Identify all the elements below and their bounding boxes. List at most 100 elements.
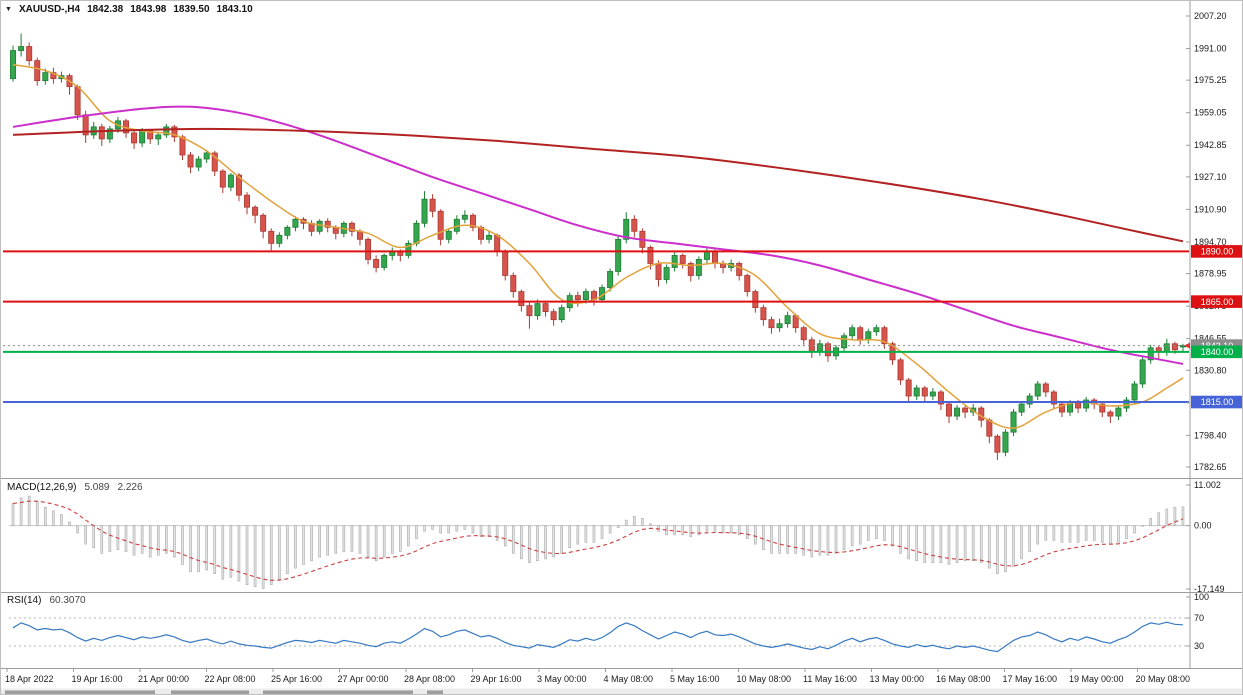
- candle-body: [542, 303, 549, 313]
- symbol-timeframe-label: XAUUSD-,H4: [18, 4, 81, 15]
- candle-body: [373, 259, 380, 268]
- candle-body: [526, 305, 533, 317]
- candle-body: [744, 275, 751, 292]
- macd-histogram-bar: [399, 525, 402, 552]
- cutoff-tab[interactable]: [263, 690, 413, 695]
- macd-histogram-bar: [100, 525, 104, 554]
- candle-body: [356, 230, 363, 240]
- macd-histogram-bar: [423, 525, 426, 532]
- candle-body: [1131, 383, 1138, 401]
- moving-averages: [12, 63, 1184, 429]
- macd-histogram-bar: [988, 525, 991, 569]
- candle-body: [857, 327, 864, 341]
- rsi-axis-label: 30: [1194, 641, 1204, 651]
- candle-body: [615, 238, 622, 272]
- macd-histogram-bar: [374, 525, 378, 562]
- candle-body: [1058, 403, 1065, 413]
- macd-histogram-bar: [536, 525, 539, 562]
- candle-body: [760, 307, 767, 321]
- macd-histogram-bar: [455, 525, 459, 532]
- macd-histogram-bar: [931, 525, 935, 563]
- macd-histogram-bar: [818, 525, 822, 556]
- macd-histogram-bar: [269, 525, 273, 586]
- macd-histogram-bar: [1133, 525, 1136, 534]
- price-axis[interactable]: 2007.20 1991.00 1975.25 1959.05 1942.85 1927.…: [1186, 11, 1227, 651]
- macd-histogram-bar: [1157, 512, 1161, 526]
- candle-body: [1010, 411, 1017, 433]
- time-axis[interactable]: 18 Apr 2022 19 Apr 16:00 21 Apr 00:00 22 Ap…: [5, 668, 1190, 685]
- level-badge-1890.00[interactable]: [1191, 245, 1243, 258]
- candle-body: [962, 407, 969, 413]
- macd-histogram-bar: [633, 516, 636, 526]
- level-badge-1840.00[interactable]: [1191, 345, 1243, 359]
- macd-histogram-bar: [842, 525, 846, 550]
- macd-histogram-bar: [560, 525, 563, 554]
- price-axis-label: 1910.90: [1194, 204, 1227, 214]
- macd-histogram-bar: [487, 525, 491, 538]
- macd-histogram-bar: [955, 525, 959, 563]
- macd-histogram-bar: [745, 525, 749, 539]
- candle-body: [1123, 399, 1130, 409]
- macd-histogram-bar: [883, 525, 886, 541]
- candle-body: [582, 291, 589, 300]
- macd-histogram-bar: [221, 525, 225, 580]
- cutoff-tab[interactable]: [5, 690, 155, 695]
- candle-body: [227, 174, 234, 188]
- cutoff-tab[interactable]: [171, 690, 249, 695]
- panel-separators[interactable]: [1, 1, 1243, 669]
- macd-histogram-bar: [729, 525, 733, 534]
- one-click-trading-toggle-icon[interactable]: ▼: [5, 6, 12, 13]
- candle-body: [703, 250, 710, 260]
- candle-body: [171, 126, 178, 138]
- ohlc-close: 1843.10: [216, 4, 253, 15]
- price-axis-label: 1927.10: [1194, 172, 1227, 182]
- time-axis-label: 29 Apr 16:00: [471, 674, 522, 684]
- candle-body: [413, 222, 420, 244]
- macd-histogram-bar: [1004, 525, 1007, 573]
- macd-histogram-bar: [826, 525, 830, 556]
- macd-histogram-bar: [1117, 525, 1120, 543]
- candle-body: [687, 263, 694, 276]
- symbol-info-bar: ▼ XAUUSD-,H4 1842.38 1843.98 1839.50 184…: [5, 4, 253, 15]
- macd-histogram-bar: [778, 525, 781, 554]
- macd-histogram-bar: [495, 525, 499, 541]
- macd-histogram-bar: [277, 525, 281, 580]
- candle-body: [986, 419, 993, 437]
- cutoff-tab[interactable]: [427, 690, 443, 695]
- candle-body: [195, 158, 202, 168]
- candle-body: [437, 210, 444, 240]
- level-badge-1840.00-text: 1840.00: [1201, 347, 1234, 357]
- level-badge-1815.00[interactable]: [1191, 395, 1243, 409]
- macd-histogram-bar: [1141, 525, 1144, 527]
- macd-histogram-bar: [1044, 525, 1048, 541]
- candle-body: [147, 130, 154, 140]
- macd-histogram-bar: [681, 525, 685, 536]
- macd-histogram-bar: [802, 525, 806, 556]
- macd-histogram-bar: [923, 525, 927, 563]
- macd-histogram-bar: [471, 525, 475, 534]
- candle-body: [252, 206, 259, 216]
- macd-histogram-bar: [205, 525, 208, 571]
- macd-histogram-bar: [173, 525, 176, 558]
- macd-histogram-bar: [140, 525, 144, 554]
- horizontal-levels[interactable]: [3, 250, 1189, 404]
- macd-panel: [9, 495, 1189, 589]
- macd-histogram-bar: [366, 525, 370, 558]
- candle-body: [1034, 383, 1041, 397]
- candle-body: [324, 220, 331, 228]
- macd-histogram-bar: [810, 525, 814, 558]
- candle-body: [945, 403, 952, 417]
- macd-histogram-bar: [1036, 525, 1040, 545]
- macd-histogram-bar: [189, 525, 192, 573]
- rsi-name: RSI(14): [7, 595, 42, 606]
- time-axis-label: 19 Apr 16:00: [72, 674, 123, 684]
- macd-histogram-bar: [979, 525, 983, 563]
- level-badge-1865.00[interactable]: [1191, 295, 1243, 308]
- macd-histogram-bar: [213, 525, 217, 574]
- ohlc-open: 1842.38: [87, 4, 124, 15]
- candle-body: [695, 259, 702, 276]
- macd-axis-label: 0.00: [1194, 521, 1212, 531]
- macd-histogram-bar: [390, 525, 394, 554]
